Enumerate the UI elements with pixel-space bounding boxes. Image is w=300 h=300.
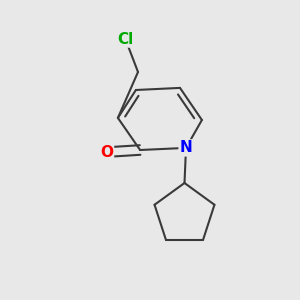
Text: N: N [180,140,192,155]
Text: O: O [100,145,113,160]
Text: Cl: Cl [117,32,134,46]
